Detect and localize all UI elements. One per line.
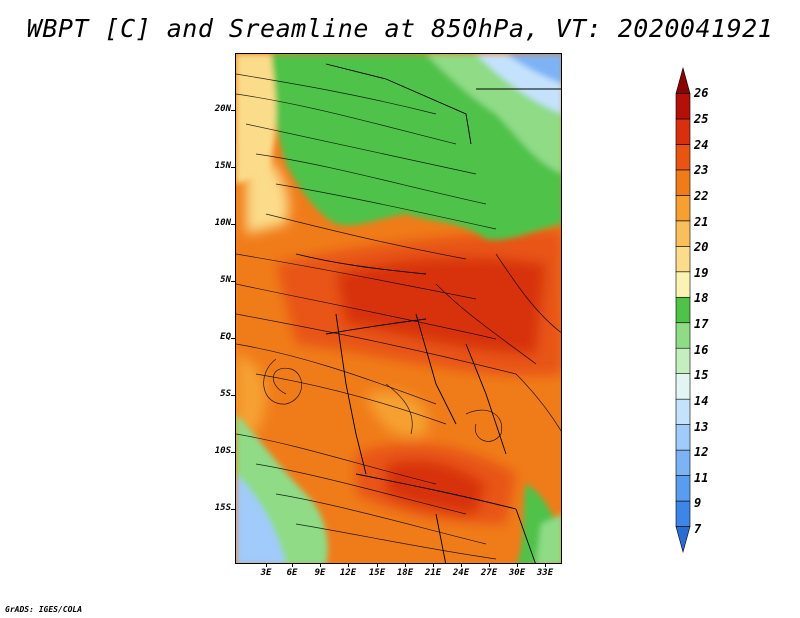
x-tick	[433, 563, 434, 567]
y-axis-label: 5N	[220, 275, 231, 285]
colorbar-segment	[675, 169, 691, 196]
x-tick	[489, 563, 490, 567]
colorbar-label: 15	[694, 368, 709, 382]
y-tick	[231, 110, 235, 111]
colorbar-segment	[675, 220, 691, 247]
x-axis-label: 27E	[480, 568, 498, 578]
y-axis-label: 15N	[214, 161, 231, 171]
y-tick	[231, 338, 235, 339]
colorbar-label: 13	[694, 420, 709, 434]
y-tick	[231, 509, 235, 510]
colorbar-label: 14	[694, 394, 709, 408]
colorbar-top-triangle	[675, 66, 691, 94]
colorbar-label: 17	[694, 317, 709, 331]
y-axis-label: 5S	[220, 389, 231, 399]
colorbar-label: 24	[694, 138, 709, 152]
x-axis-label: 30E	[508, 568, 526, 578]
colorbar-segment	[675, 195, 691, 222]
colorbar-label: 19	[694, 266, 709, 280]
colorbar-segment	[675, 144, 691, 171]
colorbar-segment	[675, 424, 691, 451]
x-tick	[266, 563, 267, 567]
x-tick	[320, 563, 321, 567]
colorbar-label: 12	[694, 445, 709, 459]
x-axis-label: 18E	[396, 568, 414, 578]
colorbar-segment	[675, 500, 691, 527]
x-axis-label: 21E	[424, 568, 442, 578]
map-plot	[235, 53, 562, 564]
credit-text: GrADS: IGES/COLA	[5, 605, 83, 614]
y-tick	[231, 452, 235, 453]
colorbar-label: 25	[694, 112, 709, 126]
y-axis-label: 15S	[214, 503, 231, 513]
x-tick	[377, 563, 378, 567]
colorbar-label: 21	[694, 215, 709, 229]
x-axis-label: 3E	[260, 568, 272, 578]
colorbar-segment	[675, 398, 691, 425]
x-tick	[348, 563, 349, 567]
x-tick	[405, 563, 406, 567]
y-tick	[231, 224, 235, 225]
colorbar-label: 11	[694, 471, 709, 485]
colorbar-label: 22	[694, 189, 709, 203]
colorbar-label: 16	[694, 343, 709, 357]
colorbar-segment	[675, 296, 691, 324]
y-tick	[231, 395, 235, 396]
colorbar	[675, 66, 691, 554]
colorbar-label: 9	[694, 496, 702, 510]
y-tick	[231, 281, 235, 282]
colorbar-label: 7	[694, 522, 702, 536]
colorbar-segment	[675, 449, 691, 476]
colorbar-label: 26	[694, 86, 709, 100]
x-axis-label: 15E	[368, 568, 386, 578]
x-tick	[292, 563, 293, 567]
y-axis-label: 20N	[214, 104, 231, 114]
colorbar-segment	[675, 373, 691, 400]
colorbar-label: 18	[694, 291, 709, 305]
colorbar-bottom-triangle	[675, 526, 691, 554]
colorbar-segment	[675, 93, 691, 120]
y-axis-label: 10N	[214, 218, 231, 228]
x-axis-label: 24E	[452, 568, 470, 578]
colorbar-label: 20	[694, 240, 709, 254]
colorbar-label: 23	[694, 163, 709, 177]
x-axis-label: 6E	[286, 568, 298, 578]
x-axis-label: 9E	[314, 568, 326, 578]
colorbar-segment	[675, 475, 691, 502]
map-title: WBPT [C] and Sreamline at 850hPa, VT: 20…	[26, 14, 774, 43]
x-tick	[461, 563, 462, 567]
colorbar-segment	[675, 271, 691, 298]
colorbar-segment	[675, 246, 691, 273]
x-axis-label: 33E	[536, 568, 554, 578]
colorbar-segment	[675, 347, 691, 374]
y-axis-label: 10S	[214, 446, 231, 456]
y-tick	[231, 167, 235, 168]
y-axis-label: EQ	[220, 332, 231, 342]
x-tick	[545, 563, 546, 567]
colorbar-segment	[675, 322, 691, 349]
colorbar-segment	[675, 118, 691, 145]
x-axis-label: 12E	[339, 568, 357, 578]
wbpt-field	[236, 54, 561, 563]
x-tick	[517, 563, 518, 567]
